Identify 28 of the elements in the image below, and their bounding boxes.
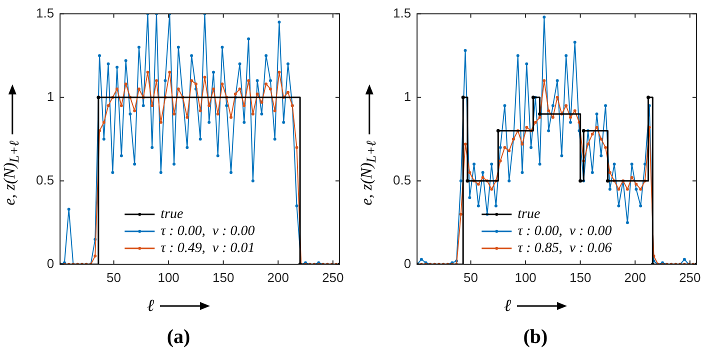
x-tick-label: 150 [212,270,234,285]
legend-label: true [160,207,184,222]
y-tick-label: 1 [46,88,54,104]
x-tick-label: 50 [464,270,478,285]
x-tick-label: 50 [106,270,121,285]
x-tick-label: 100 [514,270,536,285]
y-tick-label: 1 [404,88,412,104]
x-tick-label: 200 [267,270,289,285]
legend-label: τ : 0.85, ν : 0.06 [518,241,612,256]
x-axis-title: ℓ [146,296,154,316]
x-tick-label: 100 [158,270,180,285]
y-tick-label: 1.5 [392,5,412,20]
y-tick-label: 1.5 [36,5,54,20]
y-tick-label: 0 [46,256,54,271]
x-axis-title: ℓ [504,296,512,316]
x-tick-label: 200 [624,270,646,285]
legend-label: τ : 0.49, ν : 0.01 [160,241,255,256]
legend-label: τ : 0.00, ν : 0.00 [518,224,612,240]
text: (a) [166,326,192,349]
y-tick-label: 0.5 [36,172,54,188]
text: (b) [522,326,549,349]
y-tick-label: 0 [404,256,412,271]
x-tick-label: 250 [322,270,344,285]
y-tick-label: 0.5 [392,172,412,188]
legend-label: true [518,207,540,222]
x-tick-label: 250 [679,270,701,285]
x-tick-label: 150 [569,270,592,285]
legend-label: τ : 0.00, ν : 0.00 [160,224,255,240]
